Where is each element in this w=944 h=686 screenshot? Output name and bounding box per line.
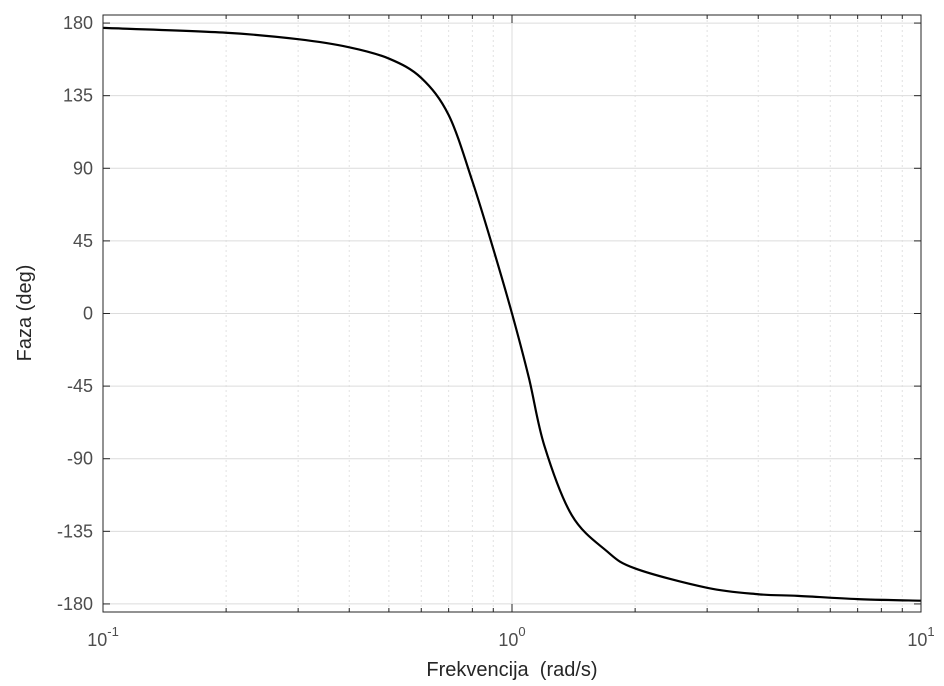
y-axis-ticks: 180 135 90 45 0 -45 -90 -135 -180 bbox=[57, 13, 921, 614]
y-tick-label: 0 bbox=[83, 304, 93, 324]
y-tick-label: 90 bbox=[73, 158, 93, 178]
x-tick-label: 100 bbox=[498, 624, 525, 650]
y-tick-label: 45 bbox=[73, 231, 93, 251]
x-tick-label: 101 bbox=[907, 624, 934, 650]
phase-curve bbox=[102, 26, 922, 602]
y-axis-label: Faza (deg) bbox=[14, 265, 36, 362]
y-tick-label: -45 bbox=[67, 376, 93, 396]
y-tick-label: 180 bbox=[63, 13, 93, 33]
x-axis-label: Frekvencija (rad/s) bbox=[426, 659, 597, 681]
y-tick-label: -180 bbox=[57, 594, 93, 614]
y-tick-label: 135 bbox=[63, 86, 93, 106]
x-tick-label: 10-1 bbox=[87, 624, 119, 650]
x-axis-ticks: 10-1 100 101 bbox=[87, 15, 935, 650]
y-tick-label: -90 bbox=[67, 449, 93, 469]
y-tick-label: -135 bbox=[57, 521, 93, 541]
